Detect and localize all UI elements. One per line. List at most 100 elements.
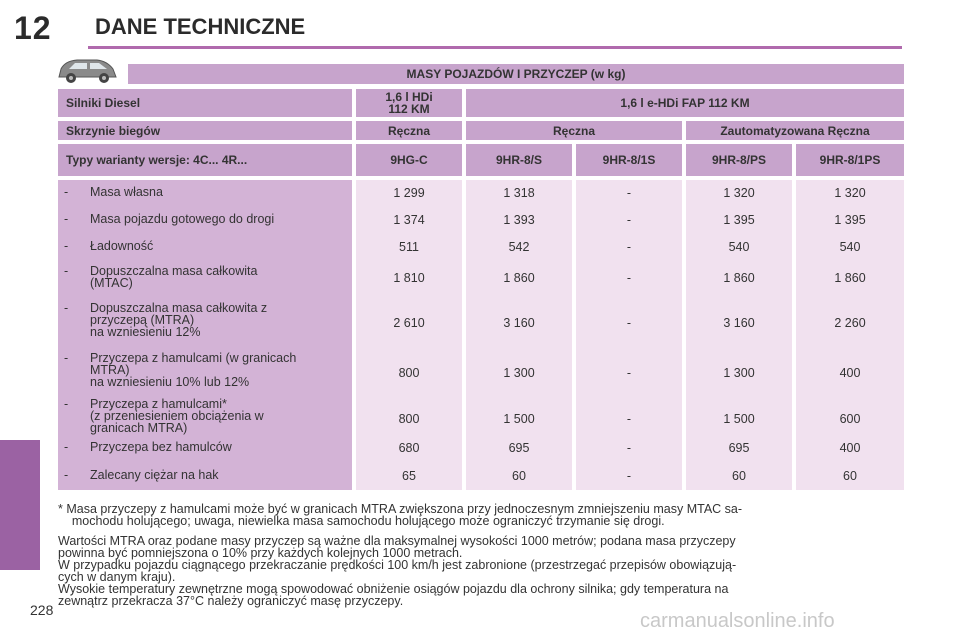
table-cell: 1 320 — [723, 186, 755, 200]
row-label-line: MTRA) — [90, 363, 130, 377]
row-label-line: Zalecany ciężar na hak — [90, 468, 219, 482]
row-bullet: - — [64, 264, 69, 278]
gearbox-2-header: Ręczna — [466, 121, 682, 140]
row-bullet: - — [64, 468, 69, 482]
table-cell: 540 — [839, 240, 861, 254]
table-cell: - — [626, 316, 632, 330]
note-line: Wysokie temperatury zewnętrzne mogą spow… — [58, 582, 729, 596]
table-cell: - — [626, 469, 632, 483]
table-cell: - — [626, 366, 632, 380]
table-cell: 511 — [399, 240, 419, 254]
row-label-line: Przyczepa bez hamulców — [90, 440, 232, 454]
note-line: zewnątrz przekracza 37°C należy ogranicz… — [58, 594, 404, 608]
gearbox-1-header: Ręczna — [356, 121, 462, 140]
type-header: 9HR-8/S — [466, 144, 572, 176]
table-cell: 400 — [839, 366, 861, 380]
table-cell: 400 — [839, 441, 861, 455]
row-label-line: na wzniesieniu 10% lub 12% — [90, 375, 250, 389]
table-cell: - — [626, 441, 632, 455]
row-bullet: - — [64, 239, 69, 253]
table-cell: 1 395 — [723, 213, 755, 227]
table-cell: 1 500 — [723, 412, 755, 426]
table-cell: - — [626, 412, 632, 426]
row-label-line: przyczepą (MTRA) — [90, 313, 195, 327]
table-cell: 60 — [843, 469, 857, 483]
table-cell: 1 393 — [503, 213, 535, 227]
table-cell: 1 860 — [503, 271, 535, 285]
note-line: * Masa przyczepy z hamulcami może być w … — [58, 502, 743, 516]
watermark: carmanualsonline.info — [640, 610, 835, 632]
row-label-line: Przyczepa z hamulcami* — [90, 397, 227, 411]
gearbox-label: Skrzynie biegów — [58, 121, 352, 140]
value-column — [796, 180, 904, 490]
note-line: cych w danym kraju). — [58, 570, 176, 584]
table-cell: 800 — [398, 412, 420, 426]
types-label: Typy warianty wersje: 4C... 4R... — [58, 144, 352, 176]
table-cell: 1 860 — [834, 271, 866, 285]
table-cell: 3 160 — [503, 316, 535, 330]
type-header: 9HR-8/PS — [686, 144, 792, 176]
row-bullet: - — [64, 351, 69, 365]
header-rule — [88, 46, 902, 49]
table-title: MASY POJAZDÓW I PRZYCZEP (w kg) — [128, 64, 904, 84]
value-column — [686, 180, 792, 490]
value-column — [356, 180, 462, 490]
car-icon — [58, 59, 117, 83]
value-column — [576, 180, 682, 490]
gearbox-3-header: Zautomatyzowana Ręczna — [686, 121, 904, 140]
table-cell: 1 860 — [723, 271, 755, 285]
table-cell: - — [626, 186, 632, 200]
table-cell: 3 160 — [723, 316, 755, 330]
type-header: 9HR-8/1PS — [796, 144, 904, 176]
table-cell: 800 — [398, 366, 420, 380]
row-bullet: - — [64, 185, 69, 199]
note-line: W przypadku pojazdu ciągnącego przekracz… — [58, 558, 737, 572]
table-cell: 1 300 — [503, 366, 535, 380]
row-label-line: Masa pojazdu gotowego do drogi — [90, 212, 275, 226]
chapter-title: DANE TECHNICZNE — [95, 14, 306, 39]
row-label-line: Masa własna — [90, 185, 163, 199]
row-bullet: - — [64, 440, 69, 454]
table-cell: 1 318 — [503, 186, 535, 200]
table-cell: 600 — [839, 412, 861, 426]
row-label-line: (z przeniesieniem obciążenia w — [90, 409, 264, 423]
note-line: Wartości MTRA oraz podane masy przyczep … — [58, 534, 736, 548]
table-cell: 2 610 — [393, 316, 425, 330]
table-cell: 540 — [728, 240, 750, 254]
table-cell: 1 810 — [393, 271, 425, 285]
note-line: powinna być pomniejszona o 10% przy każd… — [58, 546, 463, 560]
table-cell: 1 374 — [393, 213, 425, 227]
row-bullet: - — [64, 301, 69, 315]
table-cell: 1 500 — [503, 412, 535, 426]
row-label-line: Dopuszczalna masa całkowita z — [90, 301, 268, 315]
label-column — [58, 180, 352, 490]
row-bullet: - — [64, 212, 69, 226]
chapter-number: 12 — [14, 10, 52, 46]
table-cell: 680 — [398, 441, 420, 455]
table-cell: 1 395 — [834, 213, 866, 227]
table-cell: 542 — [508, 240, 530, 254]
page-number: 228 — [30, 602, 54, 618]
row-bullet: - — [64, 397, 69, 411]
row-label-line: (MTAC) — [90, 276, 133, 290]
table-cell: 60 — [732, 469, 746, 483]
table-cell: 1 320 — [834, 186, 866, 200]
engine-2-header: 1,6 l e-HDi FAP 112 KM — [466, 89, 904, 117]
table-cell: 695 — [508, 441, 530, 455]
note-line: mochodu holującego; uwaga, niewielka mas… — [58, 514, 665, 528]
table-cell: - — [626, 213, 632, 227]
row-label-line: Dopuszczalna masa całkowita — [90, 264, 258, 278]
row-label-line: na wzniesieniu 12% — [90, 325, 201, 339]
table-cell: 65 — [402, 469, 416, 483]
chapter-side-tab[interactable] — [0, 440, 40, 570]
table-cell: 1 300 — [723, 366, 755, 380]
engines-label: Silniki Diesel — [58, 89, 352, 117]
type-header: 9HG-C — [356, 144, 462, 176]
table-cell: 1 299 — [393, 186, 425, 200]
row-label-line: Przyczepa z hamulcami (w granicach — [90, 351, 297, 365]
table-cell: - — [626, 240, 632, 254]
row-label-line: Ładowność — [90, 239, 154, 253]
type-header: 9HR-8/1S — [576, 144, 682, 176]
table-cell: 2 260 — [834, 316, 866, 330]
value-column — [466, 180, 572, 490]
